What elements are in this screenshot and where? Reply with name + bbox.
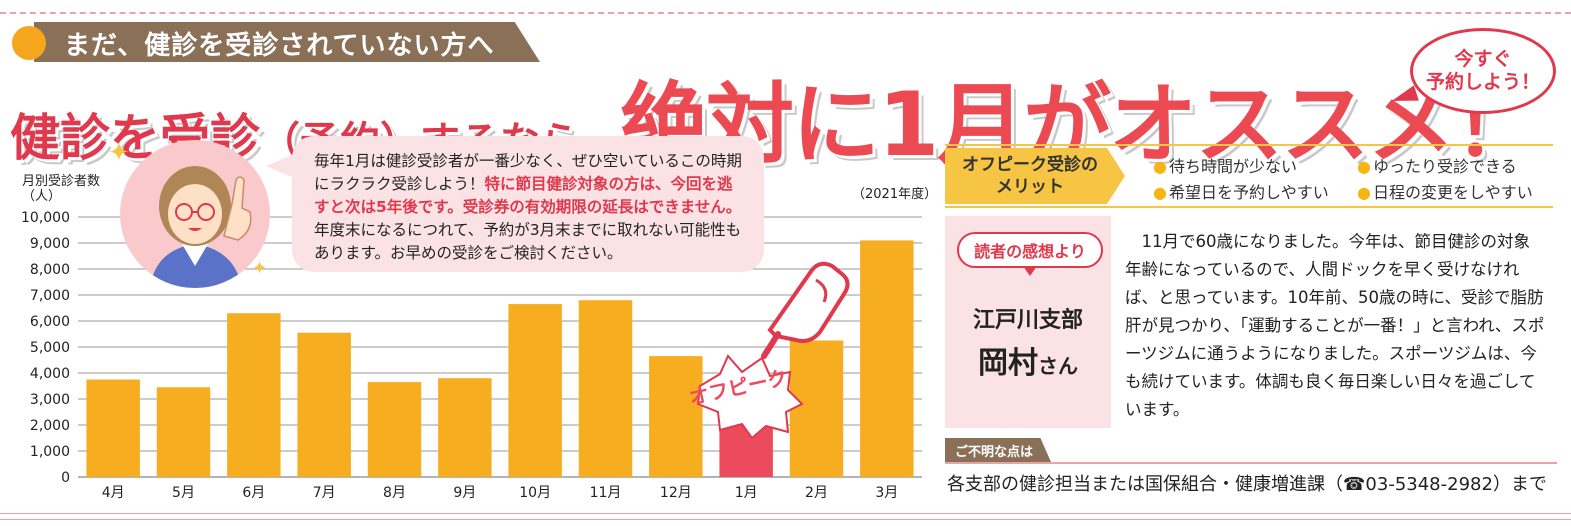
bar-12月 [649,356,703,477]
x-tick-label: 12月 [660,485,692,501]
x-tick-label: 5月 [172,485,195,501]
intro-banner: まだ、健診を受診されていない方へ [12,22,542,64]
badge-line1: 今すぐ [1454,48,1512,70]
y-tick-label: 5,000 [30,340,70,356]
monthly-visitors-chart: 4月 5月 6月 7月 8月 9月 10月 11月 12月 1月 2月 3月 0 1,000 2,000 3… [21,173,935,501]
bar-2月 [789,340,844,477]
x-tick-label: 11月 [590,485,622,501]
merit-item: 待ち時間が少ない [1153,153,1297,177]
merit-section: オフピーク受診の メリット 待ち時間が少ない ゆったり受診できる 希望日を予約し… [945,144,1553,208]
banner-text: まだ、健診を受診されていない方へ [64,31,495,61]
reader-surname: 岡村 [978,346,1038,381]
merit-item: ゆったり受診できる [1357,153,1517,177]
contact-divider [945,462,1557,464]
bar-10月 [508,304,562,477]
reader-tag: 読者の感想より [957,232,1103,276]
contact-tag: ご不明な点は [945,438,1051,462]
chart-y-ticks: 0 1,000 2,000 3,000 4,000 5,000 6,000 7,000 8,00… [21,210,70,486]
y-tick-label: 10,000 [21,210,70,226]
bar-5月 [156,387,211,477]
x-tick-label: 10月 [519,485,551,501]
merit-label: オフピーク受診の メリット [945,148,1125,204]
banner-tab [34,22,540,62]
contact-text: 各支部の健診担当または国保組合・健康増進課（☎03-5348-2982）まで [947,474,1547,495]
chart-ylabel-line1: 月別受診者数 [22,173,100,189]
orange-dot-icon [12,26,46,60]
sparkle-icon: ✦ [252,258,268,279]
headline: 健診を受診（予約）するなら、絶対に1月がオススメ！ [10,54,1541,176]
x-tick-label: 7月 [313,485,336,501]
chart-note: （2021年度） [852,186,935,202]
speech-bubble: 毎年1月は健診受診者が一番少なく、ぜひ空いているこの時期にラクラク受診しよう！特… [266,136,764,272]
merit-label-line1: オフピーク受診の [962,155,1098,175]
right-panel: オフピーク受診の メリット 待ち時間が少ない ゆったり受診できる 希望日を予約し… [945,140,1557,520]
bar-4月 [86,379,140,477]
y-tick-label: 4,000 [30,366,70,382]
bar-9月 [438,378,492,477]
y-tick-label: 7,000 [30,288,70,304]
x-tick-label: 9月 [453,485,476,501]
woman-illustration-icon [150,166,252,288]
merit-item: 日程の変更をしやすい [1357,179,1533,203]
reader-branch: 江戸川支部 [972,308,1083,333]
bar-8月 [367,382,422,477]
bar-3月 [860,240,914,477]
bar-11月 [578,300,633,477]
y-tick-label: 6,000 [30,314,70,330]
speech-highlight: 特に節目健診対象の方は、今回を逃すと次は5年後です。受診券の有効期限の延長はでき… [314,175,742,216]
sparkle-icon: ✦ [108,138,130,168]
y-tick-label: 2,000 [30,418,70,434]
x-tick-label: 8月 [383,485,406,501]
bar-7月 [297,332,351,477]
avatar [120,140,270,288]
y-tick-label: 1,000 [30,444,70,460]
bar-6月 [227,313,281,477]
bottom-border [0,513,1571,520]
x-tick-label: 1月 [735,485,758,501]
merit-label-line2: メリット [996,177,1064,197]
chart-ylabel-line2: （人） [22,189,61,204]
pointing-hand-icon [761,261,850,359]
x-tick-label: 4月 [102,485,125,501]
reader-comment: 11月で60歳になりました。今年は、節目健診の対象年齢になっているので、人間ドッ… [1125,232,1545,419]
reserve-now-badge: 今すぐ 予約しよう！ [1410,28,1556,114]
reader-name: 岡村さん [945,338,1111,382]
y-tick-label: 3,000 [30,392,70,408]
reader-honorific: さん [1038,354,1078,378]
y-tick-label: 0 [61,470,70,486]
chart-x-ticks: 4月 5月 6月 7月 8月 9月 10月 11月 12月 1月 2月 3月 [102,485,899,501]
speech-text-2: 年度末になるにつれて、予約が3月末までに取れない可能性もあります。お早めの受診を… [314,221,742,262]
badge-line2: 予約しよう！ [1425,71,1540,93]
y-tick-label: 9,000 [30,236,70,252]
y-tick-label: 8,000 [30,262,70,278]
reader-box: 読者の感想より 江戸川支部 岡村さん [945,216,1111,428]
x-tick-label: 6月 [242,485,265,501]
offpeak-burst: オフピーク [687,354,804,440]
speech-text-1: 毎年1月は健診受診者が一番少なく、ぜひ空いているこの時期にラクラク受診しよう！ [314,152,742,193]
x-tick-label: 3月 [875,485,898,501]
merit-item: 希望日を予約しやすい [1153,179,1329,203]
top-dashed-border [0,12,1571,14]
x-tick-label: 2月 [805,485,828,501]
